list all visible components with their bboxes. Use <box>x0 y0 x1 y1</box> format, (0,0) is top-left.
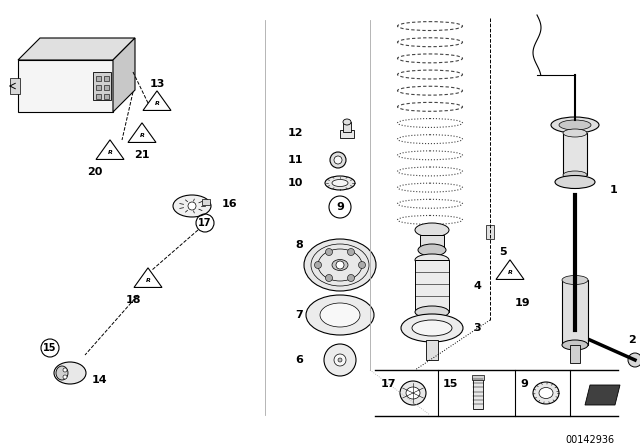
Circle shape <box>330 152 346 168</box>
Text: 1: 1 <box>610 185 618 195</box>
Ellipse shape <box>54 362 86 384</box>
Ellipse shape <box>325 176 355 190</box>
Ellipse shape <box>418 244 446 256</box>
Text: 7: 7 <box>295 310 303 320</box>
Bar <box>104 85 109 90</box>
Text: 14: 14 <box>92 375 108 385</box>
Ellipse shape <box>406 387 420 399</box>
Text: R: R <box>140 134 145 138</box>
Ellipse shape <box>304 239 376 291</box>
Circle shape <box>326 249 333 255</box>
Circle shape <box>63 368 67 372</box>
Text: 20: 20 <box>87 167 102 177</box>
Ellipse shape <box>555 176 595 189</box>
Text: 21: 21 <box>134 150 150 160</box>
Bar <box>104 94 109 99</box>
Text: 00142936: 00142936 <box>565 435 614 445</box>
Text: R: R <box>155 102 159 107</box>
Text: R: R <box>108 151 113 155</box>
Ellipse shape <box>533 382 559 404</box>
Bar <box>96 94 101 99</box>
Polygon shape <box>18 38 135 60</box>
Ellipse shape <box>412 320 452 336</box>
Text: 17: 17 <box>198 218 212 228</box>
Ellipse shape <box>562 340 588 350</box>
Text: 19: 19 <box>515 298 531 308</box>
Text: 10: 10 <box>287 178 303 188</box>
Bar <box>426 340 438 360</box>
Text: 12: 12 <box>287 128 303 138</box>
Text: 3: 3 <box>473 323 481 333</box>
Text: R: R <box>145 279 150 284</box>
Text: 16: 16 <box>222 199 237 209</box>
Ellipse shape <box>56 366 68 380</box>
Text: R: R <box>508 271 513 276</box>
Ellipse shape <box>320 303 360 327</box>
Ellipse shape <box>415 254 449 266</box>
Text: 13: 13 <box>149 79 164 89</box>
Bar <box>486 225 494 239</box>
Bar <box>415 260 449 312</box>
Text: 11: 11 <box>287 155 303 165</box>
Ellipse shape <box>563 129 587 137</box>
Ellipse shape <box>539 388 553 399</box>
Ellipse shape <box>562 276 588 284</box>
Polygon shape <box>585 385 620 405</box>
Bar <box>96 76 101 81</box>
Ellipse shape <box>400 381 426 405</box>
Bar <box>340 130 354 138</box>
Text: 18: 18 <box>125 295 141 305</box>
Ellipse shape <box>343 119 351 125</box>
Ellipse shape <box>401 314 463 342</box>
Text: 17: 17 <box>381 379 397 389</box>
Circle shape <box>63 375 67 379</box>
Text: 9: 9 <box>336 202 344 212</box>
Bar <box>472 375 484 380</box>
Text: 15: 15 <box>44 343 57 353</box>
Circle shape <box>336 261 344 269</box>
Ellipse shape <box>563 171 587 179</box>
Text: 5: 5 <box>499 247 507 257</box>
Ellipse shape <box>332 180 348 186</box>
Bar <box>562 280 588 345</box>
Text: 9: 9 <box>520 379 528 389</box>
Circle shape <box>628 353 640 367</box>
Bar <box>343 122 351 132</box>
Text: 4: 4 <box>473 281 481 291</box>
Circle shape <box>326 275 333 281</box>
Text: 2: 2 <box>628 335 636 345</box>
Ellipse shape <box>551 117 599 133</box>
Ellipse shape <box>173 195 211 217</box>
Bar <box>570 345 580 363</box>
Circle shape <box>188 202 196 210</box>
Bar <box>420 235 444 249</box>
Circle shape <box>324 344 356 376</box>
Circle shape <box>338 358 342 362</box>
Ellipse shape <box>415 306 449 318</box>
Bar <box>202 199 210 205</box>
Ellipse shape <box>332 259 348 271</box>
Circle shape <box>358 262 365 268</box>
Text: 15: 15 <box>443 379 458 389</box>
Circle shape <box>348 275 355 281</box>
Bar <box>563 133 587 175</box>
Text: 6: 6 <box>295 355 303 365</box>
Ellipse shape <box>559 120 591 130</box>
Circle shape <box>348 249 355 255</box>
Polygon shape <box>113 38 135 112</box>
Circle shape <box>334 156 342 164</box>
Bar <box>473 376 483 409</box>
Ellipse shape <box>415 223 449 237</box>
Ellipse shape <box>306 295 374 335</box>
Circle shape <box>314 262 321 268</box>
Bar <box>104 76 109 81</box>
Bar <box>96 85 101 90</box>
Bar <box>93 72 111 100</box>
Bar <box>18 60 113 112</box>
Bar <box>10 78 20 94</box>
Text: 8: 8 <box>295 240 303 250</box>
Circle shape <box>334 354 346 366</box>
